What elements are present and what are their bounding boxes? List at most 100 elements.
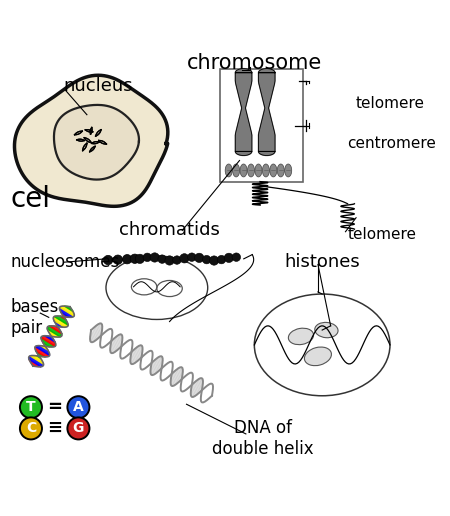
Polygon shape [133,347,143,364]
Circle shape [104,255,113,265]
Circle shape [232,253,241,262]
Ellipse shape [225,164,232,177]
Polygon shape [171,367,180,384]
Polygon shape [137,352,142,361]
Polygon shape [111,334,122,353]
Ellipse shape [270,164,277,177]
Text: C: C [26,422,36,436]
Text: nucleus: nucleus [63,77,133,95]
Polygon shape [64,306,73,312]
Polygon shape [96,329,102,340]
Circle shape [113,255,122,264]
Text: G: G [73,422,84,436]
Ellipse shape [315,322,338,338]
Polygon shape [90,324,101,342]
Polygon shape [29,356,44,367]
Text: chromosome: chromosome [187,53,322,73]
Text: telomere: telomere [347,227,417,242]
Text: centromere: centromere [347,136,436,151]
Circle shape [158,255,166,263]
Polygon shape [30,356,44,364]
Ellipse shape [248,164,255,177]
Ellipse shape [233,164,240,177]
Polygon shape [191,378,200,396]
Polygon shape [47,326,62,337]
Circle shape [150,253,159,262]
Polygon shape [54,105,139,180]
Ellipse shape [255,164,262,177]
Ellipse shape [106,256,208,319]
Polygon shape [92,325,102,342]
Ellipse shape [304,347,332,366]
Text: ≡: ≡ [48,420,63,438]
Polygon shape [130,349,135,357]
Text: nucleosomes: nucleosomes [11,253,120,271]
Polygon shape [174,369,183,385]
Text: telomere: telomere [356,96,425,111]
Ellipse shape [285,164,292,177]
Ellipse shape [288,328,314,345]
Ellipse shape [254,294,390,396]
Circle shape [209,256,219,265]
Ellipse shape [240,164,247,177]
Polygon shape [45,335,55,342]
Polygon shape [60,312,69,319]
Polygon shape [192,378,202,397]
Polygon shape [14,75,168,206]
Circle shape [20,396,42,418]
Polygon shape [235,69,252,155]
Polygon shape [258,69,275,155]
Polygon shape [35,346,50,356]
Polygon shape [194,381,203,396]
Polygon shape [151,356,162,375]
Text: DNA of
double helix: DNA of double helix [212,419,314,458]
Polygon shape [54,316,68,327]
Polygon shape [151,360,155,368]
Polygon shape [113,336,122,353]
Polygon shape [54,316,68,325]
Polygon shape [130,346,139,362]
Polygon shape [35,347,50,357]
Polygon shape [36,351,45,358]
Polygon shape [59,308,74,317]
Polygon shape [171,367,182,386]
Polygon shape [158,364,162,372]
Polygon shape [153,358,162,375]
Polygon shape [191,381,197,391]
Text: =: = [48,398,63,416]
Ellipse shape [262,164,270,177]
Bar [220,69,303,182]
Polygon shape [90,324,98,340]
Polygon shape [117,341,122,350]
Circle shape [173,256,181,264]
Circle shape [68,417,90,440]
Text: chromatids: chromatids [119,221,220,239]
Circle shape [122,254,132,264]
Ellipse shape [277,164,284,177]
Polygon shape [41,336,55,346]
Polygon shape [40,343,49,350]
Circle shape [130,254,140,263]
Polygon shape [41,337,55,347]
Text: A: A [73,400,84,414]
Circle shape [224,253,234,263]
Text: T: T [26,400,36,414]
Circle shape [202,255,211,264]
Polygon shape [49,326,62,334]
Polygon shape [111,338,114,345]
Polygon shape [110,335,119,350]
Circle shape [180,254,189,263]
Circle shape [165,256,174,265]
Text: histones: histones [284,253,360,271]
Circle shape [194,253,204,263]
Polygon shape [131,345,142,364]
Text: bases
pair: bases pair [11,298,59,337]
Circle shape [143,253,152,262]
Polygon shape [59,306,74,316]
Polygon shape [150,357,160,373]
Circle shape [217,255,226,264]
Polygon shape [171,370,176,379]
Polygon shape [47,329,60,337]
Circle shape [188,253,196,262]
Circle shape [135,254,144,264]
